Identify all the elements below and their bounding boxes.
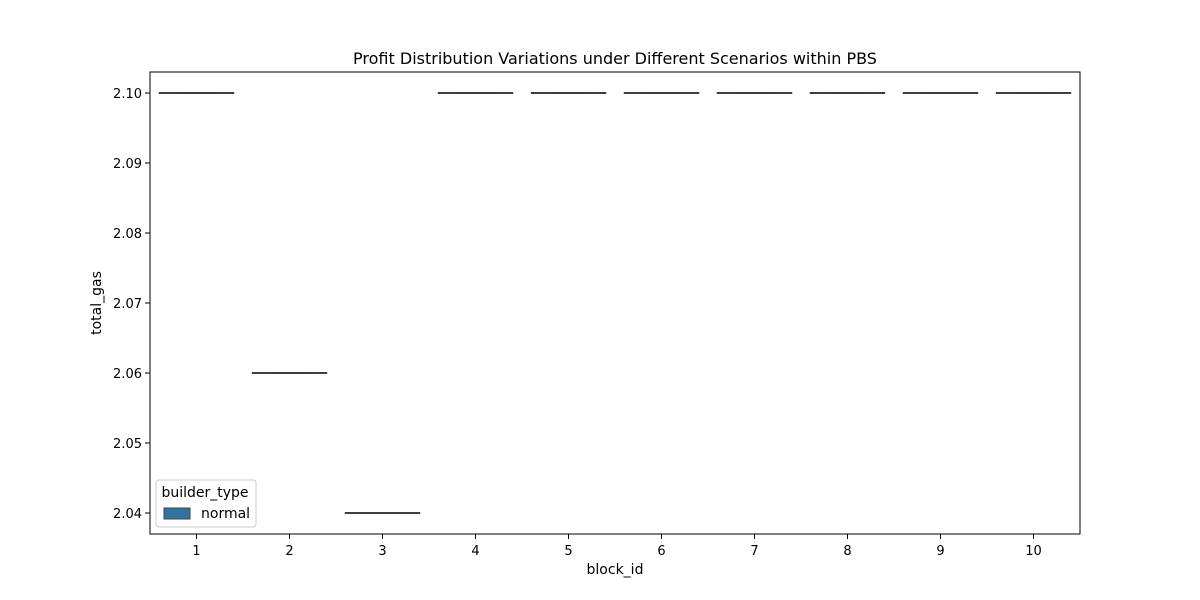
legend-title: builder_type [161,485,248,501]
y-tick-label: 2.06 [113,367,142,382]
y-axis-label: total_gas [89,271,105,335]
x-tick-label: 9 [936,544,944,559]
y-axis-ticks: 2.04 2.05 2.06 2.07 2.08 2.09 2.10 [113,87,150,522]
plot-area [149,71,1081,535]
x-tick-label: 8 [843,544,851,559]
box-group [158,92,1072,514]
x-tick-label: 2 [285,544,293,559]
chart-title: Profit Distribution Variations under Dif… [353,49,877,68]
x-tick-label: 1 [192,544,200,559]
plot-frame [149,71,1081,535]
x-tick-label: 7 [750,544,758,559]
y-tick-label: 2.08 [113,227,142,242]
x-tick-label: 6 [657,544,665,559]
y-tick-label: 2.04 [113,507,142,522]
y-tick-label: 2.05 [113,437,142,452]
x-tick-label: 5 [564,544,572,559]
x-axis-ticks: 1 2 3 4 5 6 7 8 9 10 [192,534,1042,559]
x-axis-label: block_id [587,562,644,578]
legend-swatch-normal [163,507,191,520]
y-tick-label: 2.09 [113,157,142,172]
x-tick-label: 3 [378,544,386,559]
legend-label-normal: normal [201,506,250,522]
x-tick-label: 10 [1025,544,1042,559]
x-tick-label: 4 [471,544,479,559]
legend: builder_type normal [155,479,257,528]
y-tick-label: 2.07 [113,297,142,312]
y-tick-label: 2.10 [113,87,142,102]
